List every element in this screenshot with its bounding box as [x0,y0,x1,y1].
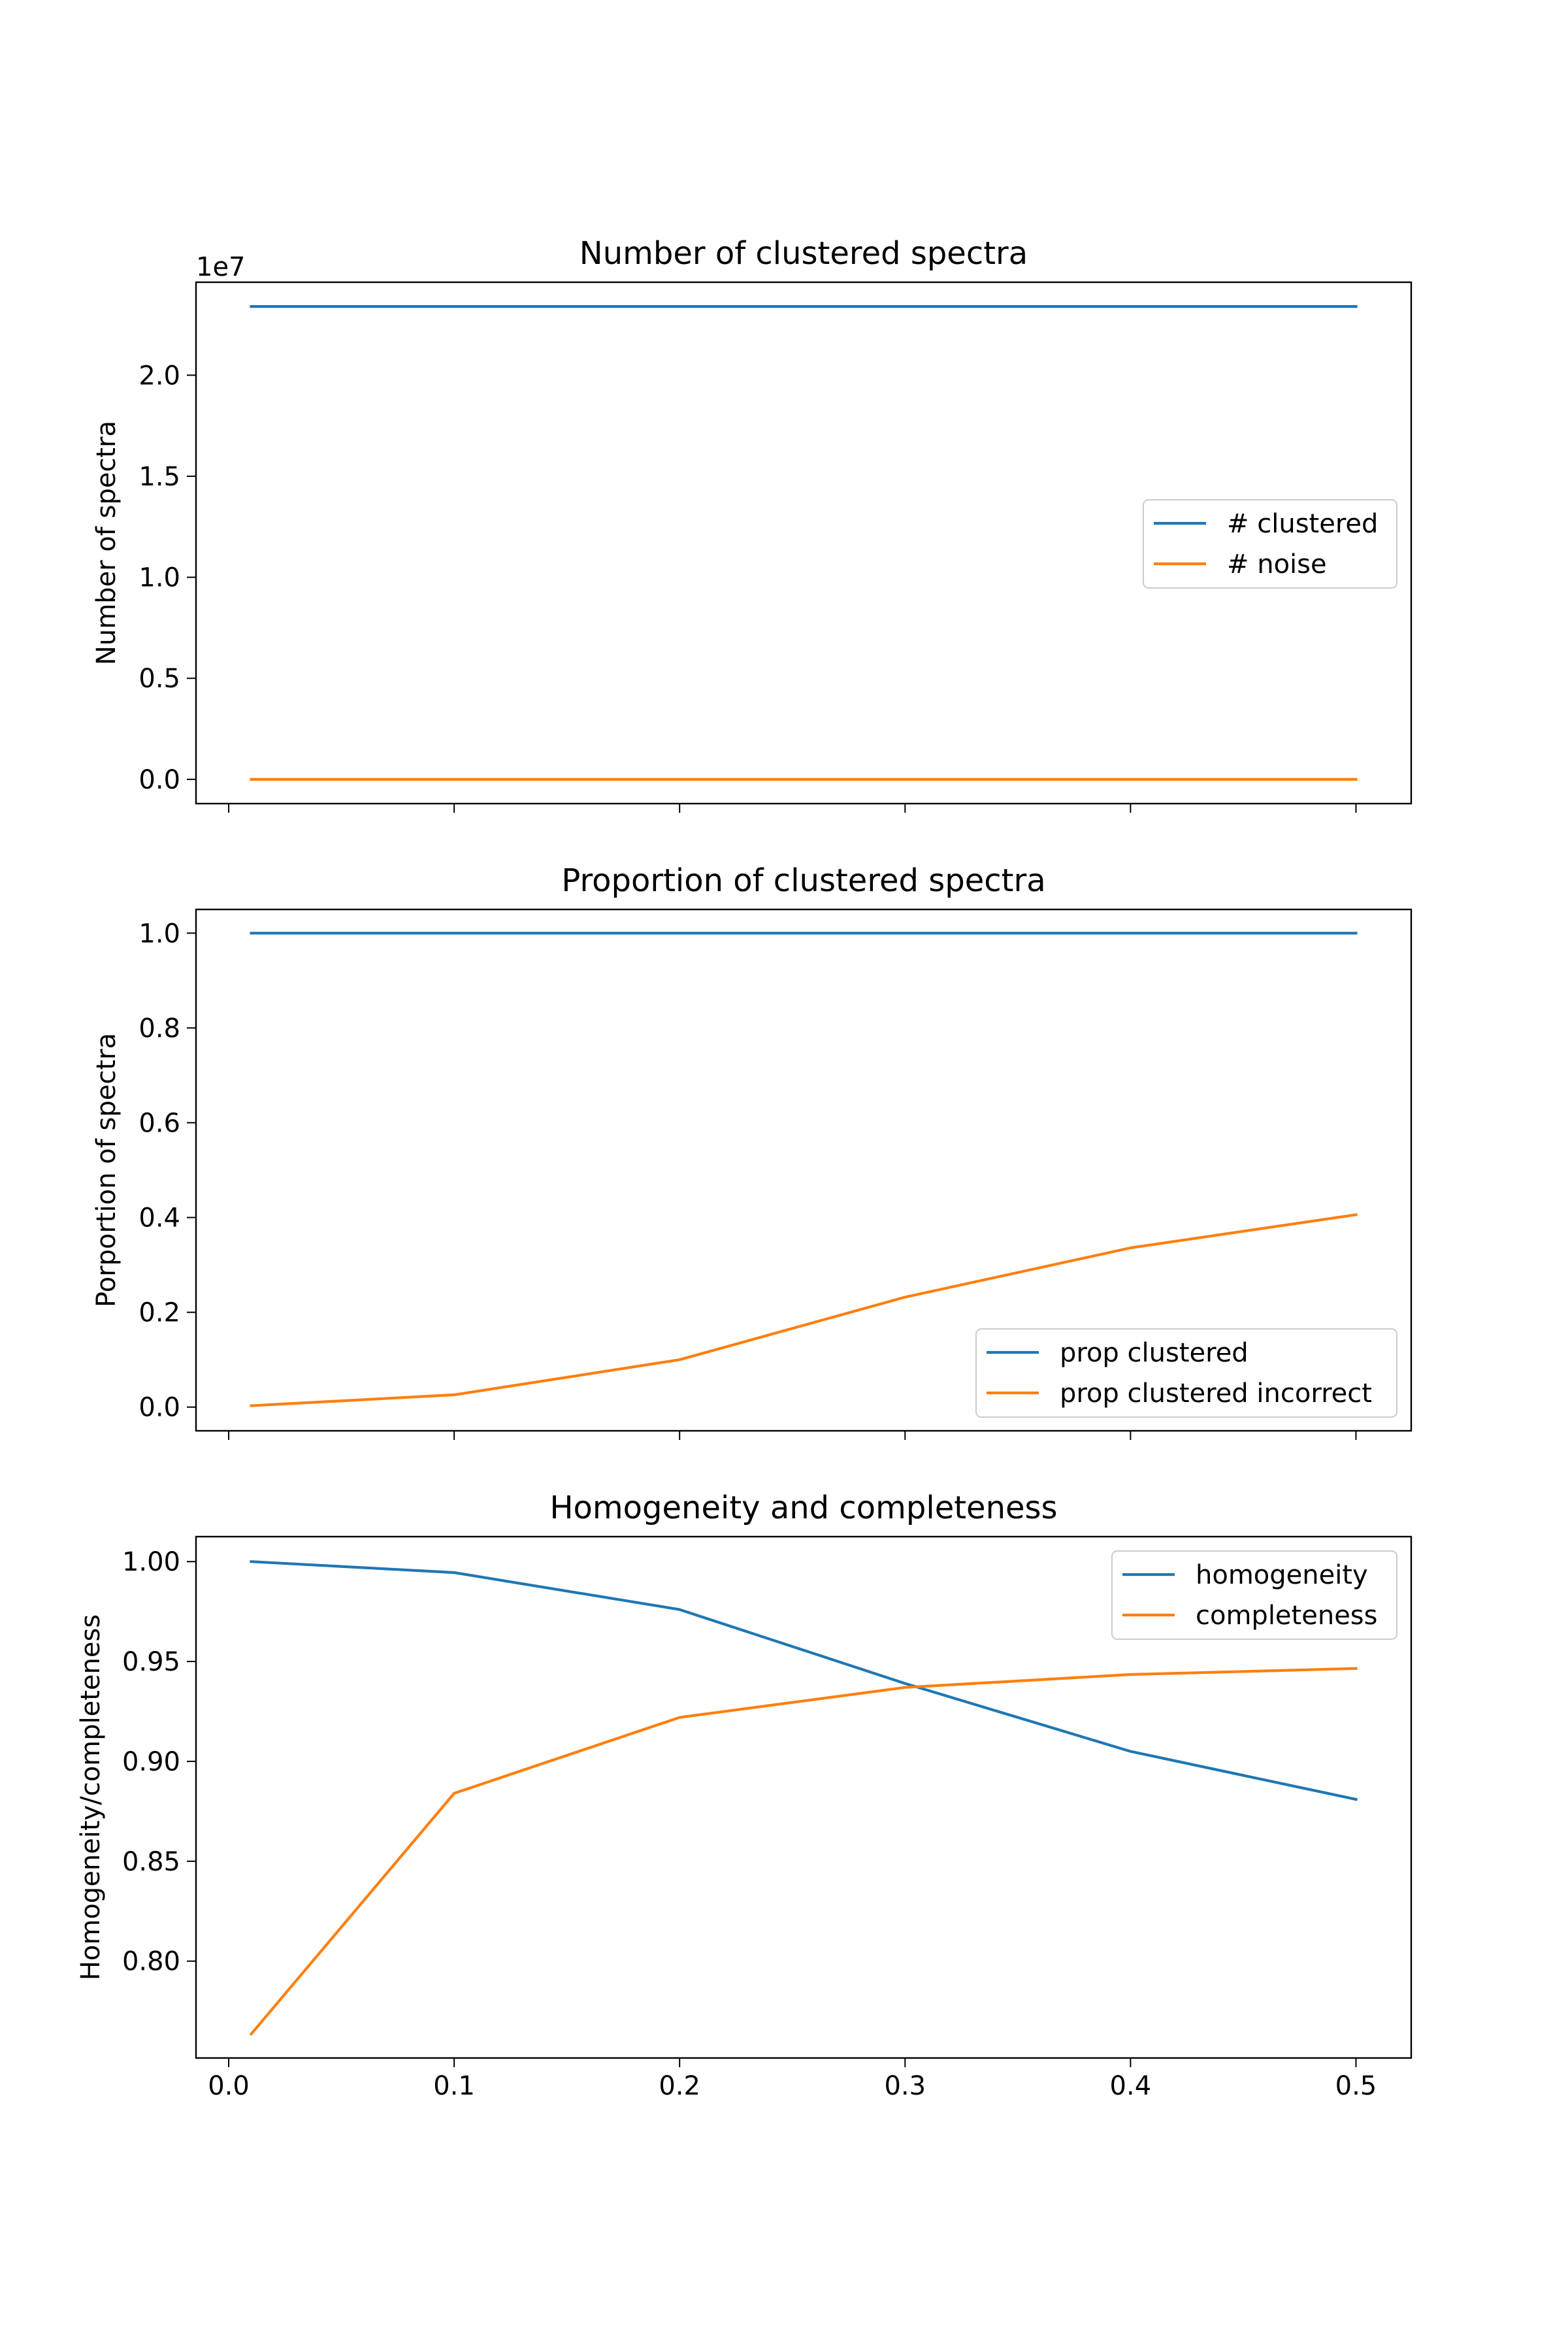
x-tick-label: 0.2 [659,2071,700,2101]
y-tick-label: 0.6 [139,1108,180,1138]
y-axis-label: Number of spectra [91,421,122,665]
y-tick-label: 1.5 [139,462,180,492]
x-tick-label: 0.5 [1335,2071,1377,2101]
legend-box [1143,499,1397,589]
y-tick-label: 0.2 [139,1298,180,1328]
axes-frame [195,281,1413,805]
legend: prop clustered prop clustered incorrect [975,1328,1397,1418]
axes-frame [195,908,1413,1432]
y-tick-label: 0.80 [122,1947,180,1977]
series-line-completeness [249,1667,1358,2036]
x-tick-label: 0.3 [884,2071,926,2101]
legend: # clustered # noise [1143,499,1397,589]
chart-title: Number of clustered spectra [580,235,1028,272]
subplot-3: Homogeneity and completeness 0.0 0.1 0.2 0.3… [76,1490,1413,2101]
y-tick-label: 1.0 [139,563,180,593]
legend-box [975,1328,1397,1418]
chart-title: Proportion of clustered spectra [561,862,1045,899]
legend-label: prop clustered incorrect [1060,1379,1372,1409]
y-tick-label: 0.4 [139,1203,180,1233]
y-tick-label: 1.0 [139,919,180,949]
y-tick-label: 0.85 [122,1847,180,1877]
legend-label: # noise [1227,549,1327,580]
axes-frame [195,1535,1413,2059]
y-offset-label: 1e7 [196,252,246,282]
legend-box [1111,1550,1397,1640]
y-tick-label: 0.90 [122,1747,180,1777]
legend-label: completeness [1196,1601,1377,1631]
y-tick-label: 1.00 [122,1547,180,1577]
legend-label: # clustered [1227,509,1378,539]
y-tick-label: 0.8 [139,1013,180,1043]
subplot-2: Proportion of clustered spectra 0.0 0.2 0.4… [91,862,1413,1440]
series-line-homogeneity [250,1560,1358,1801]
y-tick-label: 0.0 [139,1393,180,1423]
y-axis-label: Porportion of spectra [91,1033,122,1307]
legend: homogeneity completeness [1111,1550,1397,1640]
y-tick-label: 0.0 [139,765,180,795]
x-tick-label: 0.0 [208,2071,250,2101]
x-tick-label: 0.4 [1110,2071,1152,2101]
legend-label: homogeneity [1196,1560,1368,1590]
y-tick-label: 2.0 [139,361,180,391]
y-tick-label: 0.95 [122,1647,180,1677]
series-line-prop-clustered-incorrect [250,1213,1358,1407]
chart-title: Homogeneity and completeness [549,1490,1057,1526]
x-tick-label: 0.1 [433,2071,475,2101]
subplot-1: Number of clustered spectra 0.0 0.5 1.0 1.5 2… [91,235,1413,813]
y-axis-label: Homogeneity/completeness [76,1614,106,1980]
legend-label: prop clustered [1060,1338,1249,1368]
y-tick-label: 0.5 [139,664,180,694]
